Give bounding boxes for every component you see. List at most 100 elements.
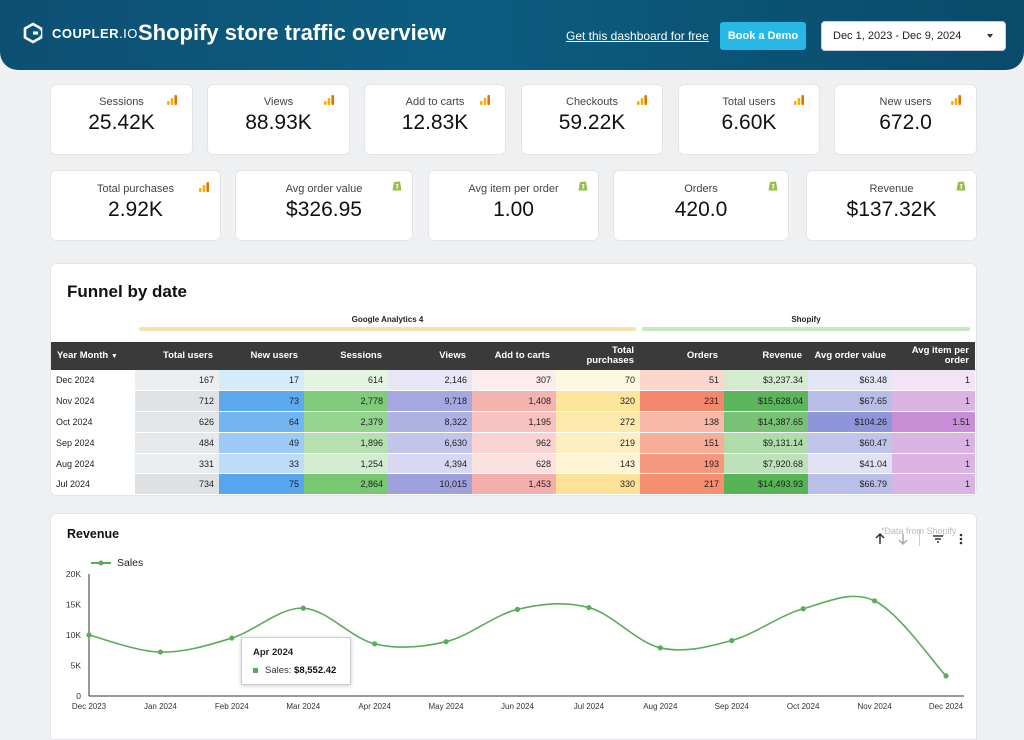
table-cell: 962 xyxy=(472,432,556,454)
kpi-value: 2.92K xyxy=(108,198,163,221)
funnel-card: Funnel by date Google Analytics 4 Shopif… xyxy=(50,263,977,496)
table-cell: 193 xyxy=(640,453,724,475)
google-analytics-icon xyxy=(324,92,334,105)
table-cell: 217 xyxy=(640,473,724,495)
table-cell: 70 xyxy=(556,370,640,392)
column-header[interactable]: Orders xyxy=(640,342,724,370)
table-cell: 17 xyxy=(219,370,304,392)
table-row[interactable]: Jul 2024 734 75 2,864 10,015 1,453 330 217 $14,4… xyxy=(51,473,975,495)
sort-ascending-icon[interactable] xyxy=(873,532,887,546)
logo-text: COUPLER.IO xyxy=(52,25,138,41)
kpi-label: Add to carts xyxy=(405,96,465,108)
kpi-label: Avg order value xyxy=(285,183,363,195)
kpi-value: $137.32K xyxy=(846,198,937,221)
sort-descending-icon[interactable] xyxy=(896,532,910,546)
google-analytics-icon xyxy=(199,179,209,192)
table-cell: 1 xyxy=(892,473,975,495)
tooltip-month: Apr 2024 xyxy=(253,647,294,658)
legend-label: Sales xyxy=(117,557,144,569)
kpi-card-views: Views 88.93K xyxy=(207,84,350,155)
get-dashboard-link[interactable]: Get this dashboard for free xyxy=(566,29,709,43)
chart-legend[interactable]: Sales xyxy=(91,557,143,569)
date-range-selector[interactable]: Dec 1, 2023 - Dec 9, 2024 xyxy=(821,21,1006,51)
table-cell: 10,015 xyxy=(388,473,472,495)
table-cell: 2,864 xyxy=(304,473,388,495)
shopify-icon xyxy=(392,178,402,191)
table-cell: 51 xyxy=(640,370,724,392)
table-cell: 167 xyxy=(135,370,219,392)
kpi-card-avg-item-per-order: Avg item per order 1.00 xyxy=(428,170,599,241)
table-cell: 2,379 xyxy=(304,411,388,433)
date-range-value: Dec 1, 2023 - Dec 9, 2024 xyxy=(833,30,962,42)
table-row[interactable]: Aug 2024 331 33 1,254 4,394 628 143 193 $7,920.6… xyxy=(51,453,975,475)
table-row[interactable]: Nov 2024 712 73 2,778 9,718 1,408 320 231 $15,62… xyxy=(51,390,975,413)
table-row[interactable]: Dec 2024 167 17 614 2,146 307 70 51 $3,237.34 $63… xyxy=(51,370,975,392)
table-cell: 331 xyxy=(135,453,219,475)
revenue-note: *Data from Shopify xyxy=(881,526,957,536)
table-cell: $9,131.14 xyxy=(724,432,808,454)
kpi-card-total-users: Total users 6.60K xyxy=(678,84,820,155)
funnel-table: Year Month ▼ Total users New users Sessions… xyxy=(51,342,975,495)
table-cell: 2,146 xyxy=(388,370,472,392)
table-cell: 4,394 xyxy=(388,453,472,475)
table-cell: $14,387.65 xyxy=(724,411,808,433)
table-header-row: Year Month ▼ Total users New users Sessions… xyxy=(51,342,975,370)
legend-line-icon xyxy=(91,560,111,566)
table-cell: 49 xyxy=(219,432,304,454)
column-header[interactable]: Revenue xyxy=(724,342,808,370)
row-month: Oct 2024 xyxy=(51,411,135,433)
google-analytics-icon xyxy=(637,92,647,105)
more-options-icon[interactable] xyxy=(954,532,968,546)
column-header[interactable]: Views xyxy=(388,342,472,370)
column-header[interactable]: Add to carts xyxy=(472,342,556,370)
kpi-card-new-users: New users 672.0 xyxy=(834,84,977,155)
kpi-card-sessions: Sessions 25.42K xyxy=(50,84,193,155)
table-cell: 734 xyxy=(135,473,219,495)
table-cell: 64 xyxy=(219,411,304,433)
kpi-label: Avg item per order xyxy=(468,183,559,195)
table-cell: 1,453 xyxy=(472,473,556,495)
table-cell: 1 xyxy=(892,432,975,454)
column-header[interactable]: Sessions xyxy=(304,342,388,370)
table-cell: 307 xyxy=(472,370,556,392)
kpi-label: Views xyxy=(263,96,294,108)
table-cell: 1,195 xyxy=(472,411,556,433)
column-header[interactable]: Total purchases xyxy=(556,342,640,370)
chart-tooltip: Apr 2024 Sales: $8,552.42 xyxy=(241,637,351,685)
kpi-card-add-to-carts: Add to carts 12.83K xyxy=(364,84,506,155)
column-header[interactable]: Year Month ▼ xyxy=(51,342,135,370)
column-header[interactable]: New users xyxy=(219,342,304,370)
table-row[interactable]: Oct 2024 626 64 2,379 8,322 1,195 272 138 $14,38… xyxy=(51,411,975,433)
shopify-icon xyxy=(578,178,588,191)
tooltip-line: Sales: $8,552.42 xyxy=(265,665,337,676)
table-cell: 1,408 xyxy=(472,390,556,413)
kpi-label: Revenue xyxy=(869,183,914,195)
kpi-label: Checkouts xyxy=(566,96,618,108)
kpi-card-total-purchases: Total purchases 2.92K xyxy=(50,170,221,241)
kpi-value: $326.95 xyxy=(286,198,362,221)
table-cell: 272 xyxy=(556,411,640,433)
table-cell: 143 xyxy=(556,453,640,475)
sort-caret-icon: ▼ xyxy=(110,352,118,360)
column-header[interactable]: Total users xyxy=(135,342,219,370)
table-cell: $104.26 xyxy=(808,411,892,433)
column-header[interactable]: Avg item per order xyxy=(892,342,975,370)
kpi-value: 59.22K xyxy=(558,111,626,134)
funnel-title: Funnel by date xyxy=(67,282,187,301)
table-row[interactable]: Sep 2024 484 49 1,896 6,630 962 219 151 $9,131.1… xyxy=(51,432,975,454)
kpi-label: New users xyxy=(879,96,932,108)
table-cell: $14,493.93 xyxy=(724,473,808,495)
table-cell: 73 xyxy=(219,390,304,413)
kpi-value: 1.00 xyxy=(493,198,534,221)
book-demo-button[interactable]: Book a Demo xyxy=(720,22,806,50)
revenue-title: Revenue xyxy=(67,527,120,541)
filter-icon[interactable] xyxy=(931,532,945,546)
coupler-logo[interactable]: COUPLER.IO xyxy=(22,22,138,44)
table-cell: 484 xyxy=(135,432,219,454)
table-cell: $15,628.04 xyxy=(724,390,808,413)
table-cell: 75 xyxy=(219,473,304,495)
kpi-label: Sessions xyxy=(99,96,144,108)
kpi-value: 88.93K xyxy=(245,111,312,134)
table-cell: 1,254 xyxy=(304,453,388,475)
column-header[interactable]: Avg order value xyxy=(808,342,892,370)
